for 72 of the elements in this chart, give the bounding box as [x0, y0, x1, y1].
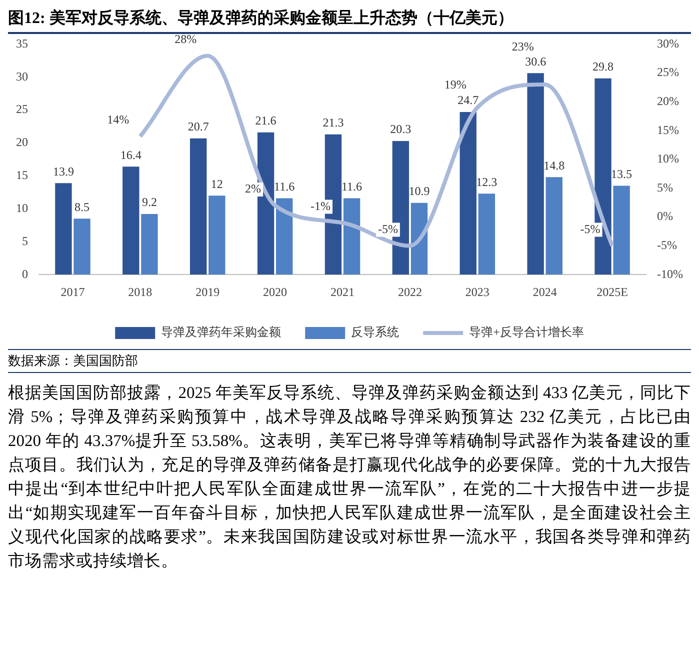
bar [122, 166, 140, 275]
bar [460, 112, 476, 275]
bar [141, 214, 158, 275]
y2-tick-label: 10% [657, 152, 680, 166]
x-tick-label: 2017 [60, 284, 85, 299]
y2-tick-label: 25% [657, 65, 680, 80]
x-tick-label: 2025E [596, 284, 628, 299]
data-label: 14.8 [544, 158, 565, 172]
data-label: 12 [210, 176, 223, 191]
x-tick-label: 2023 [465, 284, 490, 299]
legend-label: 导弹+反导合计增长率 [469, 325, 584, 340]
data-label: 19% [444, 78, 466, 92]
data-label: 11.6 [274, 179, 295, 194]
data-label: 13.5 [611, 166, 632, 181]
y2-tick-label: -5% [657, 238, 678, 252]
data-label: -1% [310, 198, 331, 213]
bar [546, 177, 562, 275]
data-label: 16.4 [120, 148, 142, 162]
data-label: -5% [378, 222, 398, 236]
y-tick-label: 15 [16, 168, 28, 182]
data-label: 28% [174, 32, 197, 46]
bar [343, 198, 360, 275]
y-tick-label: 10 [16, 200, 28, 215]
source-note: 数据来源：美国国防部 [8, 349, 691, 373]
y2-tick-label: 30% [657, 36, 680, 50]
bar [74, 218, 90, 275]
data-label: 20.7 [188, 119, 209, 134]
chart-title: 图12: 美军对反导系统、导弹及弹药的采购金额呈上升态势（十亿美元） [8, 10, 514, 27]
y2-tick-label: 15% [657, 122, 680, 137]
y-tick-label: 25 [16, 102, 28, 116]
data-label: 14% [107, 112, 130, 127]
y2-tick-label: 5% [657, 180, 674, 194]
bar [613, 186, 630, 275]
bar [55, 183, 72, 275]
bar [527, 73, 544, 275]
data-label: 24.7 [458, 93, 479, 108]
data-label: 21.6 [255, 114, 276, 128]
y-tick-label: 0 [22, 266, 28, 281]
bar [190, 138, 207, 275]
y-tick-label: 5 [22, 234, 28, 248]
legend-label: 导弹及弹药年采购金额 [161, 325, 282, 340]
y2-tick-label: 0% [657, 209, 674, 224]
data-label: 2% [245, 182, 262, 196]
legend-label: 反导系统 [351, 325, 400, 340]
bar [276, 198, 293, 275]
bar [478, 194, 496, 275]
y-tick-label: 30 [16, 69, 28, 84]
x-tick-label: 2021 [330, 284, 355, 299]
y2-tick-label: 20% [657, 94, 680, 108]
x-tick-label: 2024 [532, 284, 557, 299]
y-tick-label: 20 [16, 135, 28, 150]
data-label: 30.6 [525, 54, 546, 68]
data-label: 10.9 [408, 184, 430, 198]
x-tick-label: 2019 [196, 284, 220, 299]
bar [208, 196, 226, 275]
x-tick-label: 2022 [398, 284, 422, 299]
data-label: 29.8 [592, 60, 614, 74]
y-tick-label: 35 [16, 36, 28, 50]
data-label: 8.5 [74, 200, 90, 214]
x-tick-label: 2020 [263, 284, 288, 299]
data-label: 9.2 [142, 195, 157, 210]
data-label: 11.6 [341, 179, 362, 194]
data-label: 21.3 [322, 116, 344, 130]
data-label: 20.3 [390, 122, 412, 136]
x-tick-label: 2018 [128, 284, 152, 299]
y2-tick-label: -10% [657, 266, 684, 281]
data-label: 12.3 [476, 174, 498, 189]
bar [410, 202, 428, 275]
data-label: 23% [512, 40, 534, 54]
text: 根据美国国防部披露，2025 年美军反导系统、导弹及弹药采购金额达到 433 亿美元，同比下滑 5%；导弹及弹药采购预算中，战术导弹及战略导弹采购预算达 232 亿美元，占比已由 2020 年的 43.37%提升至 53.58%。这表明，美军已将导弹等精确制导武器作为装备建设的重点项目。我们认为，充足的导弹及弹药储备是打赢现代化战争的必要保障。党的十九大报告中提出“到本世纪中叶把人民军队全面建成世界一流军队”，在党的二十大报告中进一步提出“如期实现建军一百年奋斗目标，加快把人民军队建成世界一流军队，是全面建设社会主义现代化国家的战略要求”。未来我国国防建设或对标世界一流水平，我国各类导弹和弹药市场需求或持续增长。 [8, 382, 691, 572]
data-label: -5% [580, 222, 600, 236]
data-label: 13.9 [52, 164, 74, 178]
